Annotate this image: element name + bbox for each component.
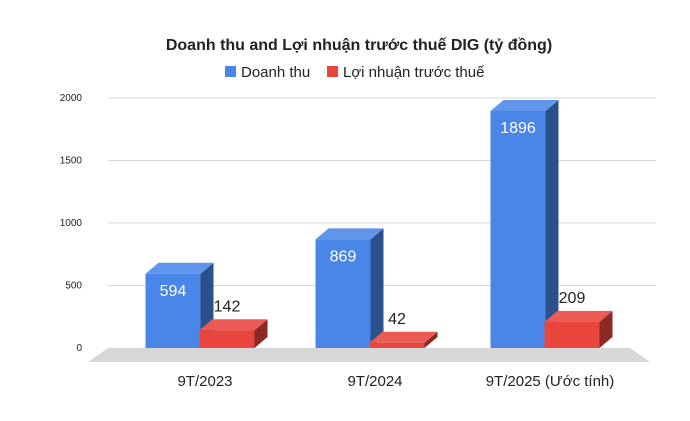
data-label: 209 [559,290,586,307]
chart-title: Doanh thu and Lợi nhuận trước thuế DIG (… [166,37,552,54]
data-label: 594 [160,283,187,300]
legend-label-revenue: Doanh thu [241,64,310,81]
y-tick-label: 1000 [60,218,83,229]
category-label: 9T/2025 (Ước tính) [486,373,615,390]
legend-label-profit: Lợi nhuận trước thuế [343,64,485,81]
y-axis: 0 500 1000 1500 2000 [60,93,83,354]
data-label: 1896 [500,120,536,137]
bar-side [370,228,384,348]
category-label: 9T/2023 [177,373,232,390]
bar-top [544,310,613,322]
legend: Doanh thu Lợi nhuận trước thuế [225,64,485,81]
y-tick-label: 0 [76,343,82,354]
bars: 594 869 1896 142 42 209 [145,100,613,348]
bar-side [424,331,438,348]
data-label: 869 [330,248,357,265]
chart-floor [88,348,650,362]
bar: 142 [199,298,268,348]
x-axis: 9T/2023 9T/2024 9T/2025 (Ước tính) [177,373,614,390]
bar-front [315,239,371,348]
bar-front [369,342,425,348]
category-label: 9T/2024 [347,373,402,390]
bar: 869 [315,228,384,348]
bar-top [199,319,268,331]
bar-top [315,228,384,240]
bar-front [145,273,201,348]
data-label: 142 [214,298,241,315]
y-tick-label: 1500 [60,156,83,167]
y-tick-label: 2000 [60,93,83,104]
bar: 209 [544,290,613,348]
y-tick-label: 500 [65,281,82,292]
bar-front [544,321,600,348]
bar-side [254,319,268,348]
data-label: 42 [388,311,406,328]
legend-swatch-revenue [225,66,236,77]
bar-side [545,100,559,348]
bar: 42 [369,311,438,348]
bar-top [369,331,438,343]
legend-swatch-profit [327,66,338,77]
bar: 1896 [490,100,559,348]
bar-front [199,330,255,348]
bar-top [490,100,559,111]
bar-side [599,310,613,348]
bar-top [145,262,214,274]
bar-front [490,111,546,348]
